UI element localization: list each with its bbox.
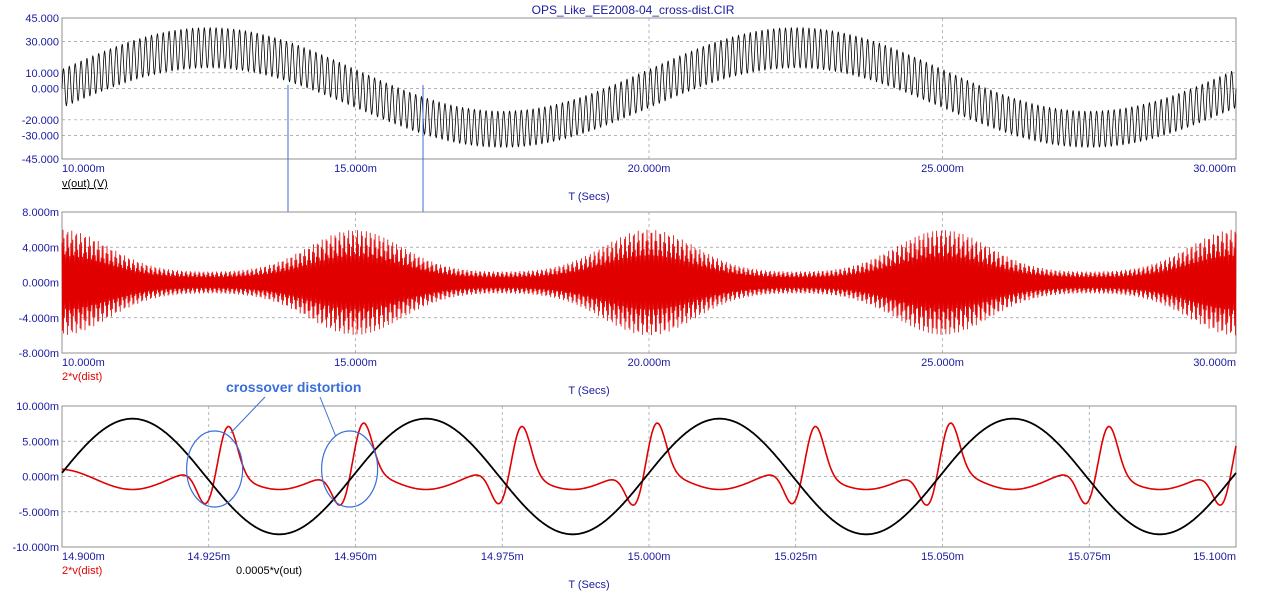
x-tick-label: 20.000m bbox=[628, 357, 671, 369]
y-tick-label: 0.000 bbox=[31, 84, 59, 96]
x-tick-label: 25.000m bbox=[921, 163, 964, 175]
series-vout-line bbox=[61, 27, 1237, 148]
x-ticks-zoom: 14.900m 14.925m 14.950m 14.975m 15.000m 15.02… bbox=[62, 551, 1236, 563]
chart-title: OPS_Like_EE2008-04_cross-dist.CIR bbox=[532, 3, 735, 17]
panel-vout: 45.000 30.000 10.000 0.000 -20.000 -30.000 -45… bbox=[22, 13, 1237, 312]
x-tick-label: 15.050m bbox=[921, 551, 964, 563]
y-tick-label: 45.000 bbox=[25, 13, 59, 25]
series-label-vout: v(out) (V) bbox=[62, 178, 108, 190]
y-tick-label: 0.000m bbox=[22, 472, 59, 484]
series-label-dist: 2*v(dist) bbox=[62, 371, 102, 383]
y-tick-label: -45.000 bbox=[22, 154, 59, 166]
y-tick-label: -30.000 bbox=[22, 131, 59, 143]
x-tick-label: 15.100m bbox=[1193, 551, 1236, 563]
x-tick-label: 14.975m bbox=[481, 551, 524, 563]
y-tick-label: 5.000m bbox=[22, 436, 59, 448]
x-tick-label: 14.925m bbox=[187, 551, 230, 563]
y-tick-label: -8.000m bbox=[19, 348, 59, 360]
annotation-text: crossover distortion bbox=[226, 379, 361, 395]
x-tick-label: 15.000m bbox=[628, 551, 671, 563]
y-tick-label: 8.000m bbox=[22, 207, 59, 219]
x-axis-label-2: T (Secs) bbox=[568, 385, 609, 397]
x-tick-label: 10.000m bbox=[62, 357, 105, 369]
annotation-ellipse bbox=[186, 430, 244, 508]
y-tick-label: -20.000 bbox=[22, 115, 59, 127]
x-ticks-dist: 10.000m 15.000m 20.000m 25.000m 30.000m bbox=[62, 357, 1236, 369]
series-label-zoom-vout: 0.0005*v(out) bbox=[236, 565, 302, 577]
y-tick-label: -10.000m bbox=[13, 542, 59, 554]
x-tick-label: 30.000m bbox=[1193, 163, 1236, 175]
series-dist-line bbox=[61, 229, 1237, 336]
x-tick-label: 15.025m bbox=[774, 551, 817, 563]
x-tick-label: 20.000m bbox=[628, 163, 671, 175]
x-tick-label: 15.075m bbox=[1068, 551, 1111, 563]
y-tick-label: -4.000m bbox=[19, 313, 59, 325]
x-tick-label: 30.000m bbox=[1193, 357, 1236, 369]
x-tick-label: 15.000m bbox=[334, 357, 377, 369]
annotation-ellipse bbox=[321, 430, 379, 508]
y-tick-label: -5.000m bbox=[19, 507, 59, 519]
series-zoom-vout-line bbox=[61, 417, 1237, 536]
y-tick-label: 10.000m bbox=[16, 401, 59, 413]
annotation-pointer bbox=[319, 396, 337, 437]
x-tick-label: 10.000m bbox=[62, 163, 105, 175]
y-tick-label: 10.000 bbox=[25, 68, 59, 80]
panel-zoom: 10.000m 5.000m 0.000m -5.000m -10.000m 14.90… bbox=[13, 379, 1237, 591]
annotation-pointer bbox=[230, 396, 266, 434]
x-tick-label: 14.950m bbox=[334, 551, 377, 563]
series-zoom-dist-line bbox=[61, 422, 1237, 506]
panel-dist: 8.000m 4.000m 0.000m -4.000m -8.000m 10.000m… bbox=[19, 207, 1237, 397]
y-ticks-zoom: 10.000m 5.000m 0.000m -5.000m -10.000m bbox=[13, 401, 59, 554]
annotation-crossover: crossover distortion bbox=[186, 379, 379, 508]
x-tick-label: 15.000m bbox=[334, 163, 377, 175]
x-ticks-vout: 10.000m 15.000m 20.000m 25.000m 30.000m bbox=[62, 163, 1236, 175]
y-ticks-dist: 8.000m 4.000m 0.000m -4.000m -8.000m bbox=[19, 207, 59, 360]
x-axis-label-3: T (Secs) bbox=[568, 579, 609, 591]
y-ticks-vout: 45.000 30.000 10.000 0.000 -20.000 -30.000 -45… bbox=[22, 13, 59, 166]
y-tick-label: 30.000 bbox=[25, 37, 59, 49]
x-tick-label: 25.000m bbox=[921, 357, 964, 369]
x-axis-label-1: T (Secs) bbox=[568, 191, 609, 203]
y-tick-label: 4.000m bbox=[22, 242, 59, 254]
grid-zoom bbox=[62, 406, 1236, 547]
y-tick-label: 0.000m bbox=[22, 278, 59, 290]
x-tick-label: 14.900m bbox=[62, 551, 105, 563]
series-label-zoom-dist: 2*v(dist) bbox=[62, 565, 102, 577]
